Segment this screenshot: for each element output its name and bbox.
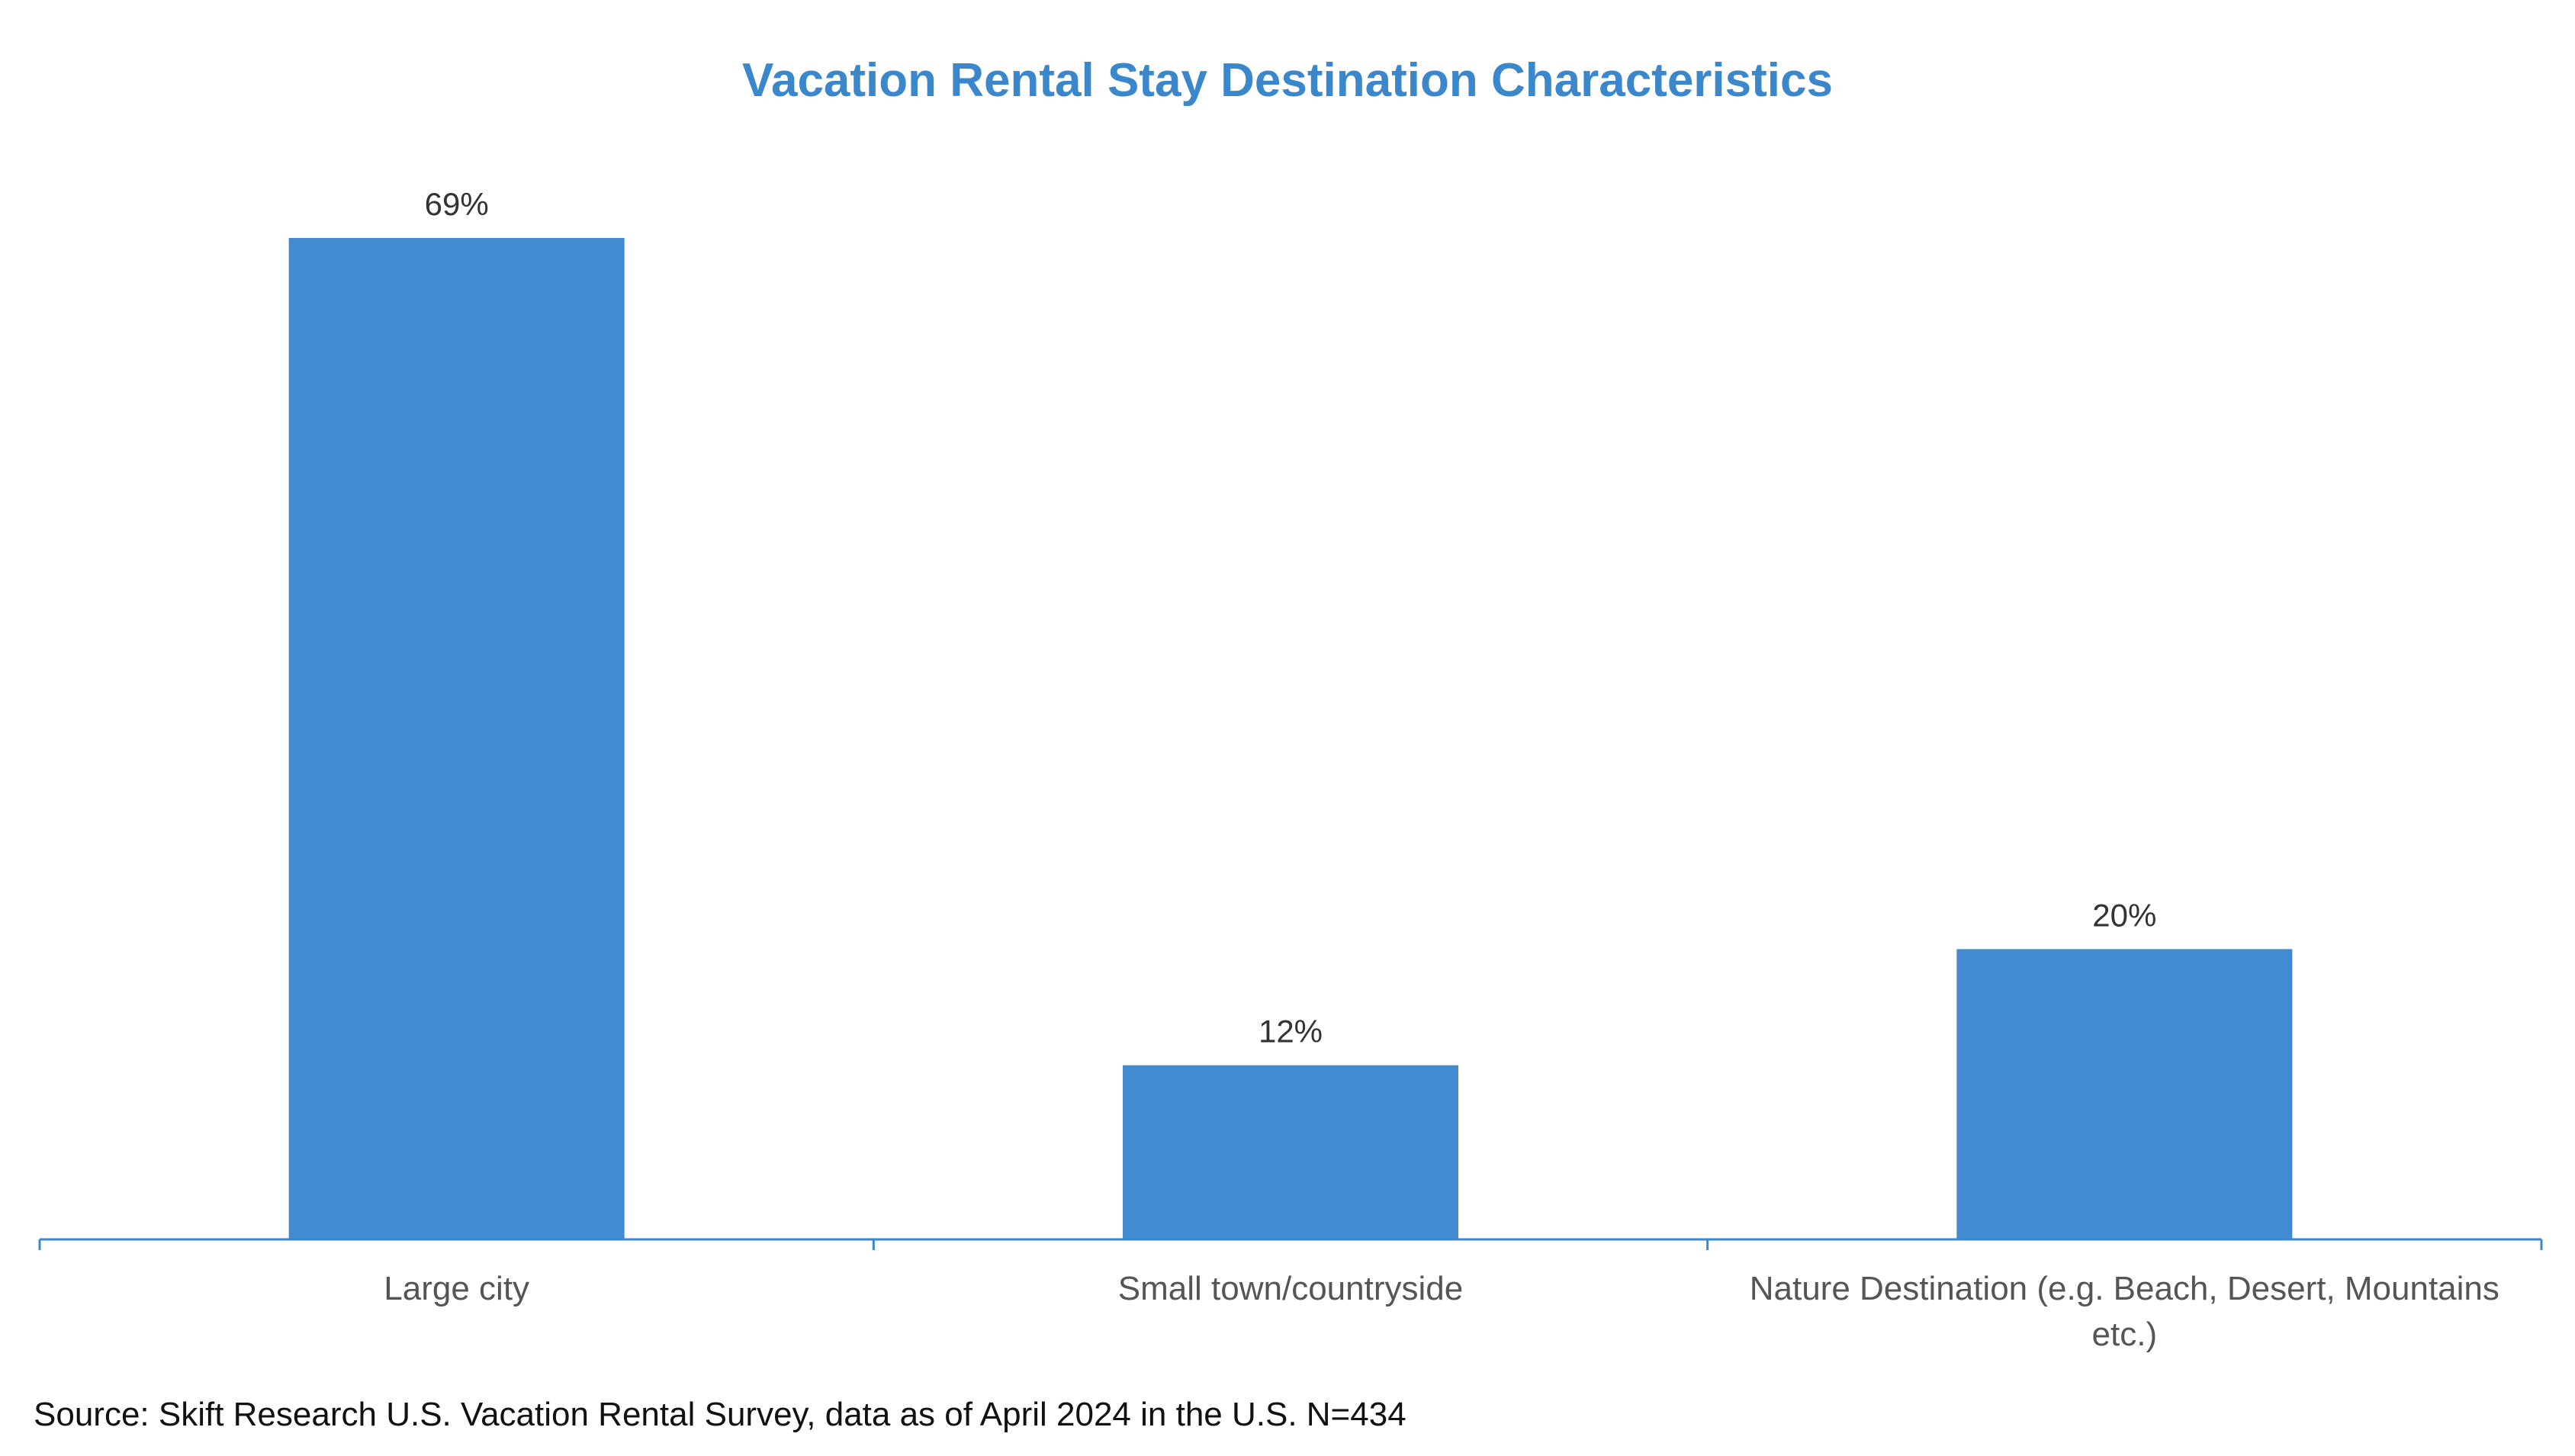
bar [1956, 949, 2293, 1239]
x-tick-label: Large city [384, 1270, 529, 1307]
x-tick-label: Small town/countryside [1118, 1270, 1463, 1307]
bar [288, 238, 625, 1239]
bar [1123, 1065, 1458, 1239]
x-tick-label: etc.) [2092, 1316, 2158, 1353]
source-note: Source: Skift Research U.S. Vacation Ren… [34, 1396, 1406, 1433]
x-tick-label: Nature Destination (e.g. Beach, Desert, … [1750, 1270, 2499, 1307]
data-label: 69% [425, 186, 489, 222]
chart-title: Vacation Rental Stay Destination Charact… [742, 54, 1833, 107]
data-label: 12% [1259, 1014, 1323, 1049]
data-label: 20% [2092, 897, 2156, 933]
